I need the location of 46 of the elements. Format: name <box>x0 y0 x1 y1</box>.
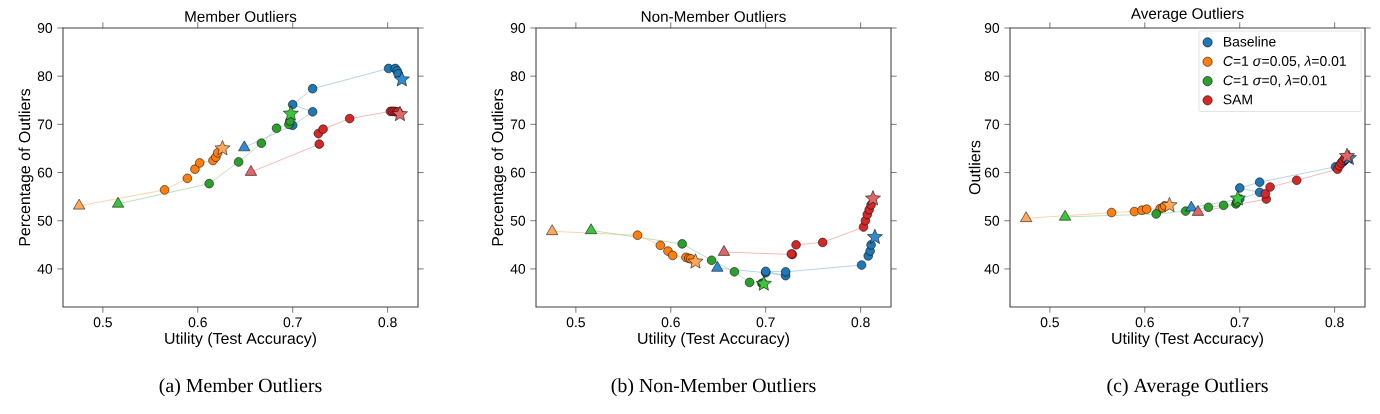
y-tick-label: 90 <box>37 23 53 33</box>
x-tick-label: 0.5 <box>1040 317 1059 328</box>
x-tick-label: 0.5 <box>566 317 585 328</box>
chart-title: Average Outliers <box>1130 7 1244 22</box>
text: (c) Average Outliers <box>1107 378 1268 397</box>
legend-label: Baseline <box>1223 36 1276 47</box>
y-axis-title: Percentage of Outliers <box>18 88 34 246</box>
text: (a) Member Outliers <box>159 378 322 397</box>
x-tick-label: 0.7 <box>1230 317 1249 328</box>
y-tick-label: 80 <box>37 71 53 82</box>
y-tick-label: 60 <box>510 167 526 178</box>
x-tick-label: 0.8 <box>851 317 870 328</box>
x-tick-label: 0.5 <box>93 317 112 328</box>
y-tick-label: 60 <box>37 167 53 178</box>
chart-title: Member Outliers <box>185 10 297 22</box>
y-tick-label: 40 <box>510 264 526 274</box>
y-tick-label: 80 <box>510 71 526 82</box>
y-tick-label: 90 <box>510 23 526 33</box>
legend-label: SAM <box>1223 94 1252 105</box>
x-axis-title: Utility (Test Accuracy) <box>638 332 789 348</box>
y-tick-label: 70 <box>37 119 53 130</box>
x-tick-label: 0.7 <box>756 317 775 328</box>
x-axis-title: Utility (Test Accuracy) <box>165 332 316 348</box>
x-tick-label: 0.6 <box>188 317 207 328</box>
y-tick-label: 70 <box>510 119 526 130</box>
legend-label: C=1 σ=0.05, λ=0.01 <box>1223 55 1346 68</box>
y-tick-label: 50 <box>984 215 1000 226</box>
y-tick-label: 40 <box>37 264 53 274</box>
y-tick-label: 80 <box>984 71 1000 82</box>
y-tick-label: 70 <box>984 119 1000 130</box>
x-tick-label: 0.8 <box>1325 317 1344 328</box>
y-axis-title: Outliers <box>968 140 981 195</box>
x-tick-label: 0.8 <box>378 317 397 328</box>
y-tick-label: 50 <box>37 215 53 226</box>
legend-label: C=1 σ=0, λ=0.01 <box>1223 75 1327 87</box>
y-tick-label: 90 <box>984 23 1000 33</box>
y-tick-label: 40 <box>984 264 1000 274</box>
chart-title: Non-Member Outliers <box>641 10 786 22</box>
y-tick-label: 60 <box>984 167 1000 178</box>
x-axis-title: Utility (Test Accuracy) <box>1112 332 1263 348</box>
x-tick-label: 0.6 <box>1135 317 1154 328</box>
y-axis-title: Percentage of Outliers <box>491 88 507 246</box>
y-tick-label: 50 <box>510 215 526 226</box>
x-tick-label: 0.7 <box>283 317 302 328</box>
x-tick-label: 0.6 <box>661 317 680 328</box>
text: (b) Non-Member Outliers <box>611 378 816 397</box>
